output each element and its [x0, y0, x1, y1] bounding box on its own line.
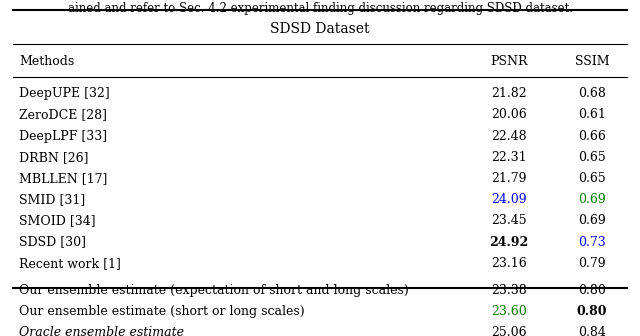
Text: SSIM: SSIM — [575, 55, 609, 69]
Text: 22.31: 22.31 — [491, 151, 527, 164]
Text: 0.65: 0.65 — [578, 172, 606, 185]
Text: DeepUPE [32]: DeepUPE [32] — [19, 87, 110, 100]
Text: Our ensemble estimate (short or long scales): Our ensemble estimate (short or long sca… — [19, 305, 305, 318]
Text: 0.69: 0.69 — [578, 193, 606, 206]
Text: 0.80: 0.80 — [578, 284, 606, 297]
Text: PSNR: PSNR — [490, 55, 527, 69]
Text: 23.60: 23.60 — [491, 305, 527, 318]
Text: Recent work [1]: Recent work [1] — [19, 257, 121, 270]
Text: 0.66: 0.66 — [578, 130, 606, 142]
Text: 25.06: 25.06 — [491, 327, 527, 336]
Text: 23.16: 23.16 — [491, 257, 527, 270]
Text: SMOID [34]: SMOID [34] — [19, 214, 96, 227]
Text: 0.84: 0.84 — [578, 327, 606, 336]
Text: SDSD Dataset: SDSD Dataset — [270, 22, 370, 36]
Text: Oracle ensemble estimate: Oracle ensemble estimate — [19, 327, 184, 336]
Text: SMID [31]: SMID [31] — [19, 193, 86, 206]
Text: 22.48: 22.48 — [491, 130, 527, 142]
Text: 0.79: 0.79 — [578, 257, 606, 270]
Text: 0.65: 0.65 — [578, 151, 606, 164]
Text: Our ensemble estimate (expectation of short and long scales): Our ensemble estimate (expectation of sh… — [19, 284, 409, 297]
Text: Methods: Methods — [19, 55, 74, 69]
Text: MBLLEN [17]: MBLLEN [17] — [19, 172, 108, 185]
Text: 20.06: 20.06 — [491, 108, 527, 121]
Text: ained and refer to Sec. 4.2 experimental finding discussion regarding SDSD datas: ained and refer to Sec. 4.2 experimental… — [67, 2, 573, 15]
Text: 23.38: 23.38 — [491, 284, 527, 297]
Text: SDSD [30]: SDSD [30] — [19, 236, 86, 249]
Text: 23.45: 23.45 — [491, 214, 527, 227]
Text: 0.80: 0.80 — [577, 305, 607, 318]
Text: 21.79: 21.79 — [491, 172, 527, 185]
Text: 0.68: 0.68 — [578, 87, 606, 100]
Text: 24.09: 24.09 — [491, 193, 527, 206]
Text: 0.69: 0.69 — [578, 214, 606, 227]
Text: DeepLPF [33]: DeepLPF [33] — [19, 130, 108, 142]
Text: 0.73: 0.73 — [578, 236, 606, 249]
Text: 24.92: 24.92 — [489, 236, 529, 249]
Text: 0.61: 0.61 — [578, 108, 606, 121]
Text: 21.82: 21.82 — [491, 87, 527, 100]
Text: DRBN [26]: DRBN [26] — [19, 151, 89, 164]
Text: ZeroDCE [28]: ZeroDCE [28] — [19, 108, 108, 121]
